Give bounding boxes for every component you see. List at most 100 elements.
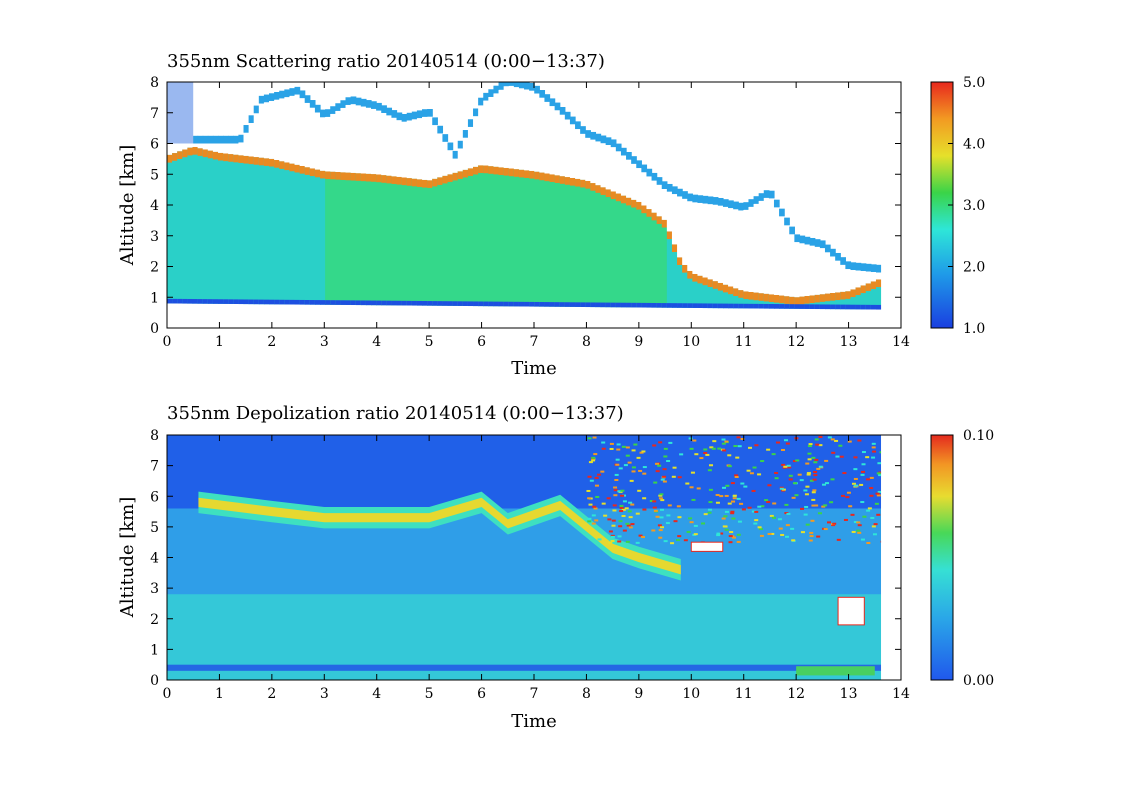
noise-speckle: [736, 540, 741, 543]
noise-speckle: [665, 522, 670, 525]
aerosol-column: [452, 172, 459, 306]
noise-speckle: [814, 438, 819, 441]
boundary-layer-band: [325, 300, 331, 305]
cloud-base-edge: [641, 205, 648, 214]
x-tick-label: 13: [840, 334, 858, 350]
cloud-base-edge: [575, 178, 581, 187]
cloud-top-edge: [835, 252, 841, 261]
cloud-top-edge: [773, 199, 780, 208]
cloud-core: [809, 245, 816, 296]
noise-speckle: [869, 487, 874, 490]
aerosol-column: [391, 176, 398, 306]
cloud-core: [462, 137, 469, 170]
colorbar-gradient: [930, 434, 954, 681]
boundary-layer-band: [748, 303, 755, 309]
noise-speckle: [610, 539, 615, 542]
cloud-base-edge: [677, 257, 683, 266]
boundary-layer-band: [651, 302, 658, 308]
noise-speckle: [784, 503, 789, 506]
cloud-core: [595, 141, 602, 186]
noise-speckle: [774, 477, 779, 480]
cloud-top-edge: [432, 117, 438, 126]
noise-speckle: [736, 497, 741, 500]
cloud-top-edge: [590, 131, 597, 140]
boundary-layer-band: [875, 304, 882, 310]
cloud-core: [447, 150, 454, 175]
boundary-layer-band: [830, 304, 836, 310]
aerosol-column: [605, 189, 612, 308]
cloud-top-edge: [498, 82, 505, 90]
cloud-core: [386, 115, 393, 176]
cloud-base-edge: [666, 231, 673, 240]
cloud-base-edge: [462, 169, 469, 178]
cloud-core: [212, 143, 219, 152]
noise-speckle: [877, 490, 882, 493]
colorbar-tick-label: 0.00: [963, 673, 994, 689]
noise-speckle: [757, 505, 762, 508]
boundary-layer-band: [478, 301, 484, 307]
cloud-base-edge: [615, 193, 622, 202]
aerosol-column: [243, 155, 250, 305]
cloud-base-edge: [702, 277, 709, 286]
noise-speckle: [861, 470, 866, 473]
boundary-layer-band: [717, 303, 724, 309]
aerosol-column: [728, 286, 734, 309]
boundary-layer-band: [641, 302, 648, 308]
noise-speckle: [686, 530, 691, 533]
noise-speckle: [679, 453, 684, 456]
cloud-base-edge: [804, 295, 811, 304]
noise-speckle: [790, 527, 795, 530]
aerosol-column: [187, 147, 194, 304]
aerosol-column: [330, 171, 336, 305]
cloud-top-edge: [457, 140, 464, 149]
boundary-layer-band: [738, 303, 744, 309]
cloud-top-edge: [564, 111, 571, 120]
colorbar-tick-label: 0.10: [963, 428, 994, 444]
noise-speckle: [830, 478, 835, 481]
noise-speckle: [631, 449, 636, 452]
cloud-base-edge: [294, 164, 301, 173]
noise-speckle: [601, 502, 606, 505]
cloud-base-edge: [488, 166, 495, 174]
cloud-core: [830, 256, 836, 293]
boundary-layer-band: [534, 301, 540, 307]
cloud-base-edge: [483, 165, 489, 174]
aerosol-column: [253, 157, 260, 305]
noise-speckle: [731, 500, 736, 503]
noise-speckle: [617, 490, 622, 493]
noise-speckle: [708, 488, 713, 491]
noise-speckle: [871, 446, 876, 449]
cloud-top-edge: [733, 201, 739, 210]
boundary-layer-band: [508, 301, 515, 307]
cloud-core: [569, 124, 576, 178]
noise-speckle: [595, 495, 600, 498]
aerosol-column: [702, 277, 709, 309]
aerosol-column: [529, 170, 535, 307]
x-tick-label: 8: [582, 334, 591, 350]
noise-speckle: [871, 456, 876, 459]
noise-speckle: [688, 437, 693, 440]
noise-speckle: [721, 442, 726, 445]
cloud-core: [503, 86, 510, 168]
cloud-top-edge: [855, 262, 862, 271]
cloud-top-edge: [707, 196, 714, 205]
noise-speckle: [853, 456, 858, 459]
noise-speckle: [709, 446, 714, 449]
boundary-layer-band: [192, 299, 199, 304]
aerosol-column: [661, 219, 668, 308]
boundary-layer-band: [365, 300, 372, 306]
boundary-layer-band: [416, 300, 423, 306]
cloud-top-edge: [401, 113, 408, 122]
chart-title: 355nm Scattering ratio 20140514 (0:00−13…: [167, 51, 605, 72]
cloud-core: [692, 202, 699, 274]
noise-speckle: [821, 505, 826, 508]
noise-speckle: [836, 538, 841, 541]
noise-speckle: [652, 500, 657, 503]
cloud-core: [493, 93, 500, 167]
noise-speckle: [786, 512, 791, 515]
x-tick-label: 13: [840, 686, 858, 702]
cloud-top-edge: [248, 115, 255, 123]
noise-speckle: [751, 489, 756, 492]
cloud-core: [554, 110, 561, 176]
